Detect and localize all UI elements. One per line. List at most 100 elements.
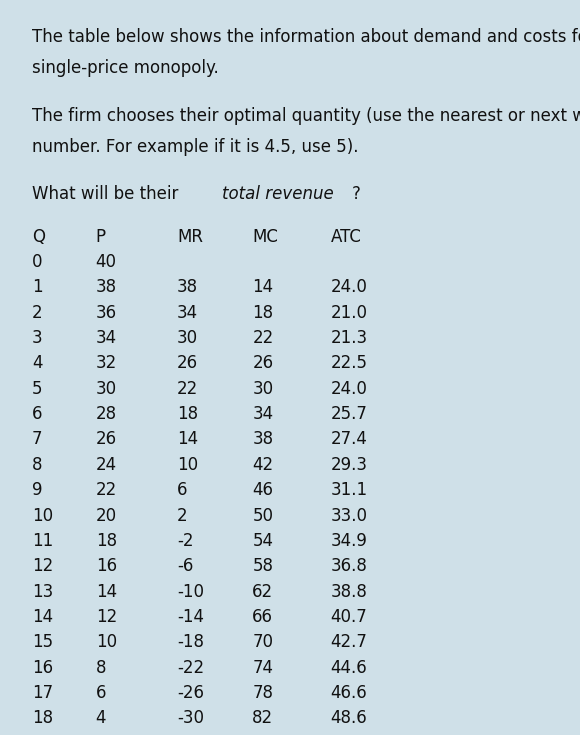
Text: 16: 16 bbox=[32, 659, 53, 677]
Text: 70: 70 bbox=[252, 634, 273, 651]
Text: 22: 22 bbox=[177, 380, 198, 398]
Text: 58: 58 bbox=[252, 557, 273, 576]
Text: 11: 11 bbox=[32, 532, 53, 550]
Text: 34: 34 bbox=[96, 329, 117, 347]
Text: 36.8: 36.8 bbox=[331, 557, 368, 576]
Text: total revenue: total revenue bbox=[222, 185, 334, 204]
Text: 6: 6 bbox=[32, 405, 42, 423]
Text: 22: 22 bbox=[252, 329, 274, 347]
Text: 28: 28 bbox=[96, 405, 117, 423]
Text: 17: 17 bbox=[32, 684, 53, 702]
Text: -18: -18 bbox=[177, 634, 204, 651]
Text: 20: 20 bbox=[96, 506, 117, 525]
Text: 54: 54 bbox=[252, 532, 273, 550]
Text: 14: 14 bbox=[177, 431, 198, 448]
Text: 16: 16 bbox=[96, 557, 117, 576]
Text: The table below shows the information about demand and costs for a: The table below shows the information ab… bbox=[32, 28, 580, 46]
Text: 78: 78 bbox=[252, 684, 273, 702]
Text: -10: -10 bbox=[177, 583, 204, 600]
Text: 22.5: 22.5 bbox=[331, 354, 368, 373]
Text: 50: 50 bbox=[252, 506, 273, 525]
Text: ATC: ATC bbox=[331, 228, 361, 245]
Text: 38.8: 38.8 bbox=[331, 583, 368, 600]
Text: 2: 2 bbox=[32, 304, 42, 322]
Text: -22: -22 bbox=[177, 659, 204, 677]
Text: 40.7: 40.7 bbox=[331, 608, 367, 626]
Text: 42.7: 42.7 bbox=[331, 634, 368, 651]
Text: 34: 34 bbox=[252, 405, 273, 423]
Text: 33.0: 33.0 bbox=[331, 506, 368, 525]
Text: 21.3: 21.3 bbox=[331, 329, 368, 347]
Text: -14: -14 bbox=[177, 608, 204, 626]
Text: 38: 38 bbox=[96, 279, 117, 296]
Text: 44.6: 44.6 bbox=[331, 659, 367, 677]
Text: -26: -26 bbox=[177, 684, 204, 702]
Text: 30: 30 bbox=[252, 380, 273, 398]
Text: 40: 40 bbox=[96, 253, 117, 271]
Text: 24.0: 24.0 bbox=[331, 279, 368, 296]
Text: 3: 3 bbox=[32, 329, 42, 347]
Text: 38: 38 bbox=[252, 431, 273, 448]
Text: 8: 8 bbox=[32, 456, 42, 474]
Text: 18: 18 bbox=[177, 405, 198, 423]
Text: 12: 12 bbox=[96, 608, 117, 626]
Text: 24.0: 24.0 bbox=[331, 380, 368, 398]
Text: MC: MC bbox=[252, 228, 278, 245]
Text: 7: 7 bbox=[32, 431, 42, 448]
Text: 30: 30 bbox=[96, 380, 117, 398]
Text: 13: 13 bbox=[32, 583, 53, 600]
Text: P: P bbox=[96, 228, 106, 245]
Text: 26: 26 bbox=[177, 354, 198, 373]
Text: 46.6: 46.6 bbox=[331, 684, 367, 702]
Text: 5: 5 bbox=[32, 380, 42, 398]
Text: 42: 42 bbox=[252, 456, 273, 474]
Text: -2: -2 bbox=[177, 532, 193, 550]
Text: 34.9: 34.9 bbox=[331, 532, 368, 550]
Text: -30: -30 bbox=[177, 709, 204, 728]
Text: 27.4: 27.4 bbox=[331, 431, 368, 448]
Text: 38: 38 bbox=[177, 279, 198, 296]
Text: number. For example if it is 4.5, use 5).: number. For example if it is 4.5, use 5)… bbox=[32, 137, 358, 156]
Text: 6: 6 bbox=[96, 684, 106, 702]
Text: 36: 36 bbox=[96, 304, 117, 322]
Text: 14: 14 bbox=[252, 279, 273, 296]
Text: 48.6: 48.6 bbox=[331, 709, 367, 728]
Text: 31.1: 31.1 bbox=[331, 481, 368, 499]
Text: 1: 1 bbox=[32, 279, 42, 296]
Text: 14: 14 bbox=[96, 583, 117, 600]
Text: 6: 6 bbox=[177, 481, 187, 499]
Text: ?: ? bbox=[352, 185, 361, 204]
Text: 15: 15 bbox=[32, 634, 53, 651]
Text: 4: 4 bbox=[96, 709, 106, 728]
Text: 62: 62 bbox=[252, 583, 273, 600]
Text: 10: 10 bbox=[32, 506, 53, 525]
Text: 29.3: 29.3 bbox=[331, 456, 368, 474]
Text: single-price monopoly.: single-price monopoly. bbox=[32, 59, 219, 77]
Text: MR: MR bbox=[177, 228, 203, 245]
Text: 26: 26 bbox=[252, 354, 273, 373]
Text: 10: 10 bbox=[177, 456, 198, 474]
Text: 74: 74 bbox=[252, 659, 273, 677]
Text: 66: 66 bbox=[252, 608, 273, 626]
Text: 18: 18 bbox=[96, 532, 117, 550]
Text: The firm chooses their optimal quantity (use the nearest or next whole: The firm chooses their optimal quantity … bbox=[32, 107, 580, 125]
Text: 2: 2 bbox=[177, 506, 187, 525]
Text: 24: 24 bbox=[96, 456, 117, 474]
Text: 8: 8 bbox=[96, 659, 106, 677]
Text: 30: 30 bbox=[177, 329, 198, 347]
Text: Q: Q bbox=[32, 228, 45, 245]
Text: 9: 9 bbox=[32, 481, 42, 499]
Text: 14: 14 bbox=[32, 608, 53, 626]
Text: 25.7: 25.7 bbox=[331, 405, 368, 423]
Text: What will be their: What will be their bbox=[32, 185, 183, 204]
Text: 22: 22 bbox=[96, 481, 117, 499]
Text: 82: 82 bbox=[252, 709, 273, 728]
Text: 26: 26 bbox=[96, 431, 117, 448]
Text: 0: 0 bbox=[32, 253, 42, 271]
Text: 12: 12 bbox=[32, 557, 53, 576]
Text: 18: 18 bbox=[252, 304, 273, 322]
Text: 34: 34 bbox=[177, 304, 198, 322]
Text: 21.0: 21.0 bbox=[331, 304, 368, 322]
Text: 46: 46 bbox=[252, 481, 273, 499]
Text: 4: 4 bbox=[32, 354, 42, 373]
